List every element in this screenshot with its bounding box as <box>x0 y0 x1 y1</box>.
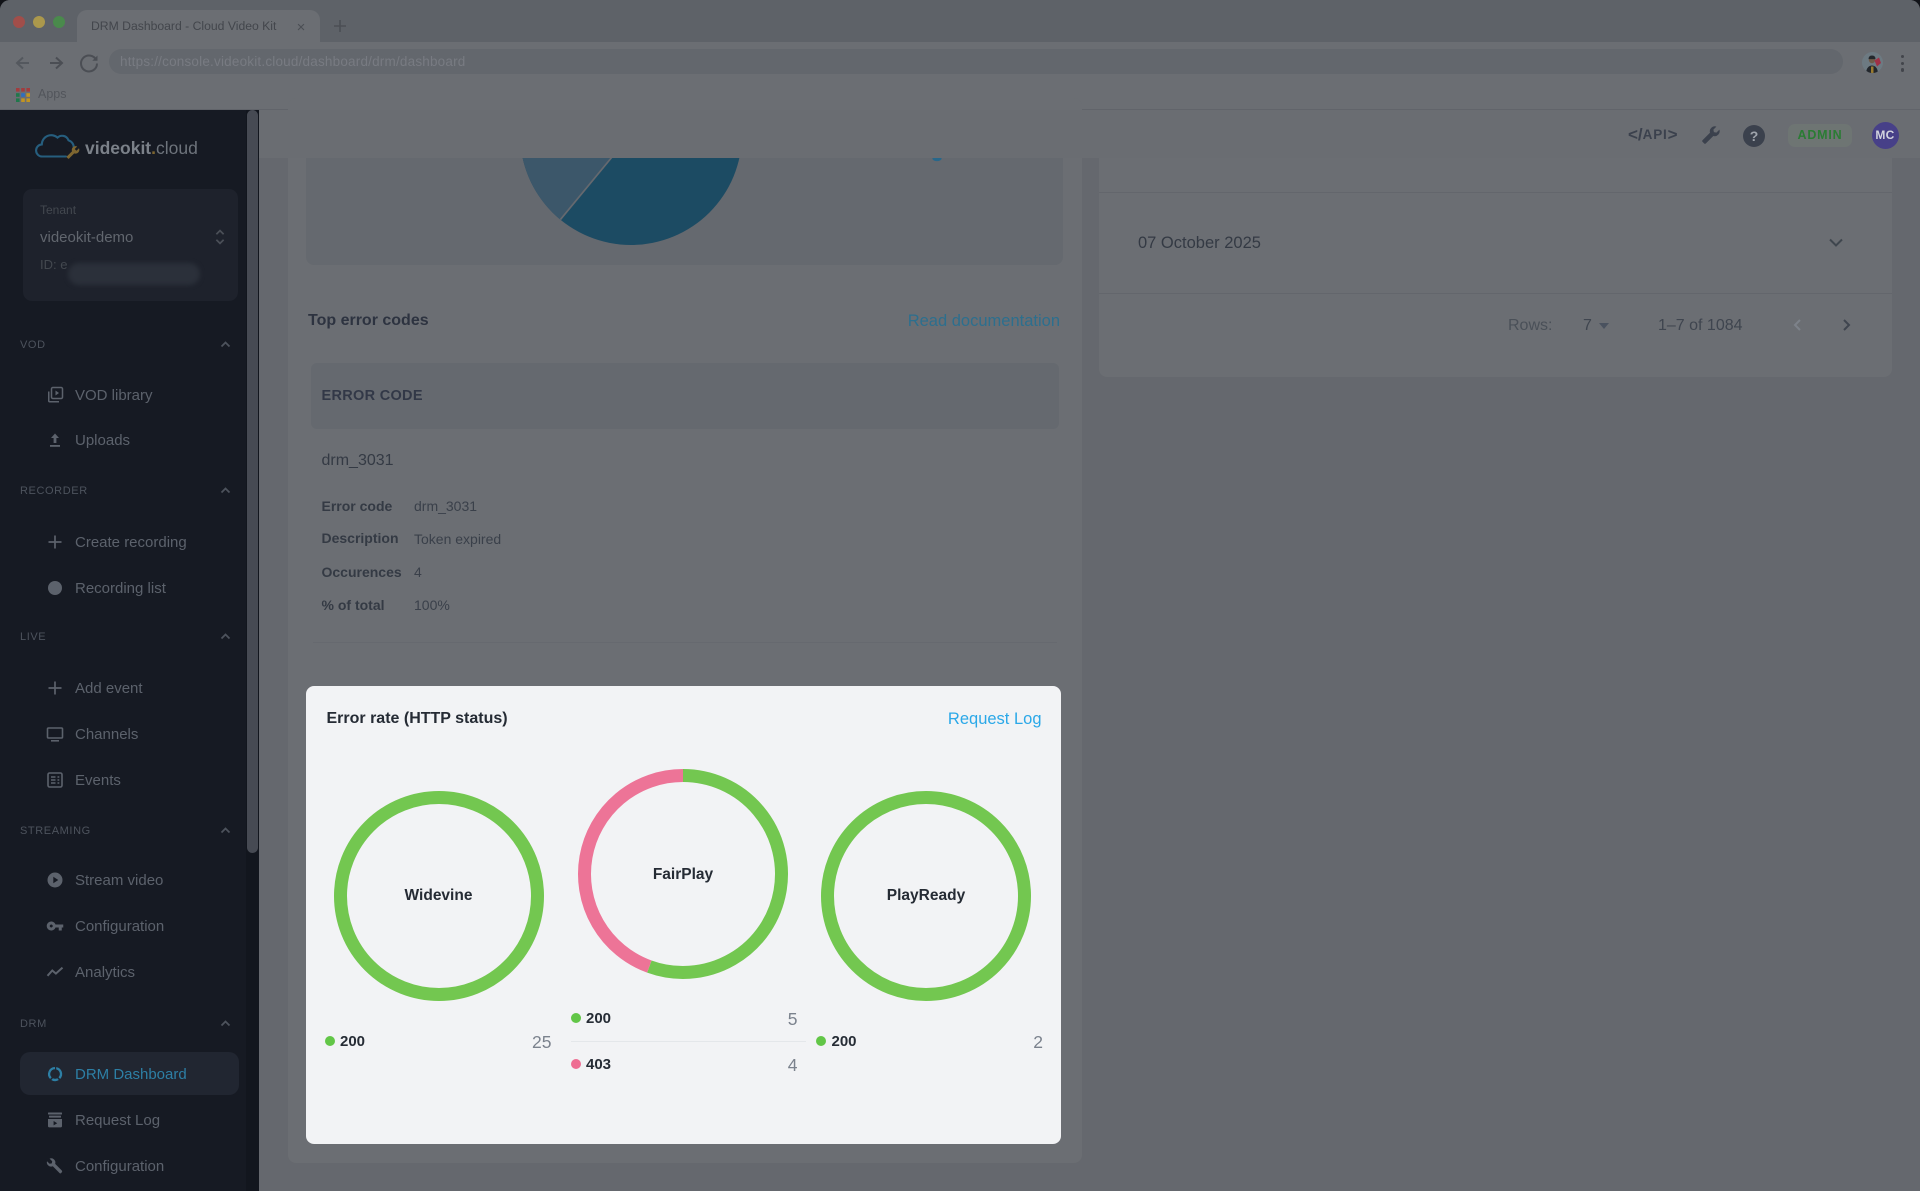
svg-text:?: ? <box>1750 128 1759 144</box>
